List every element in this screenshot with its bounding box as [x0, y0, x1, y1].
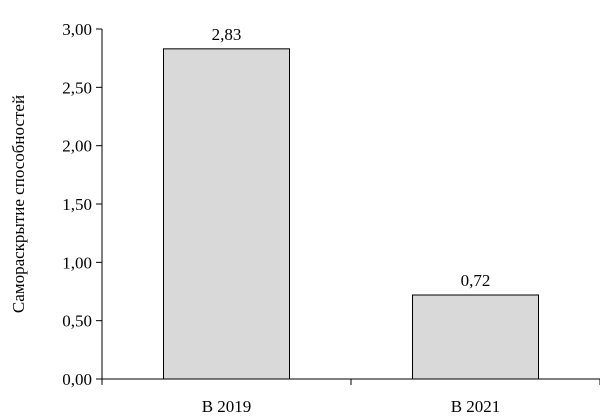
bar-1: [163, 48, 290, 380]
y-tick-label: 2,00: [62, 137, 92, 156]
y-tick-label: 1,00: [62, 253, 92, 272]
y-tick-label: 3,00: [62, 20, 92, 39]
data-label-1: 2,83: [212, 25, 242, 44]
y-tick-label: 0,50: [62, 312, 92, 331]
bar-series: 2,83 0,72: [163, 25, 539, 380]
bar-2: [412, 294, 539, 380]
x-category-label-2: В 2021: [451, 397, 501, 416]
y-axis-ticks: 0,00 0,50 1,00 1,50 2,00 2,50 3,00: [62, 20, 102, 389]
y-tick-label: 0,00: [62, 370, 92, 389]
y-tick-label: 1,50: [62, 195, 92, 214]
data-label-2: 0,72: [461, 271, 491, 290]
x-category-label-1: В 2019: [202, 397, 252, 416]
y-tick-label: 2,50: [62, 78, 92, 97]
x-axis-ticks: В 2019 В 2021: [101, 379, 600, 416]
y-axis-title: Самораскрытие способностей: [9, 95, 28, 313]
